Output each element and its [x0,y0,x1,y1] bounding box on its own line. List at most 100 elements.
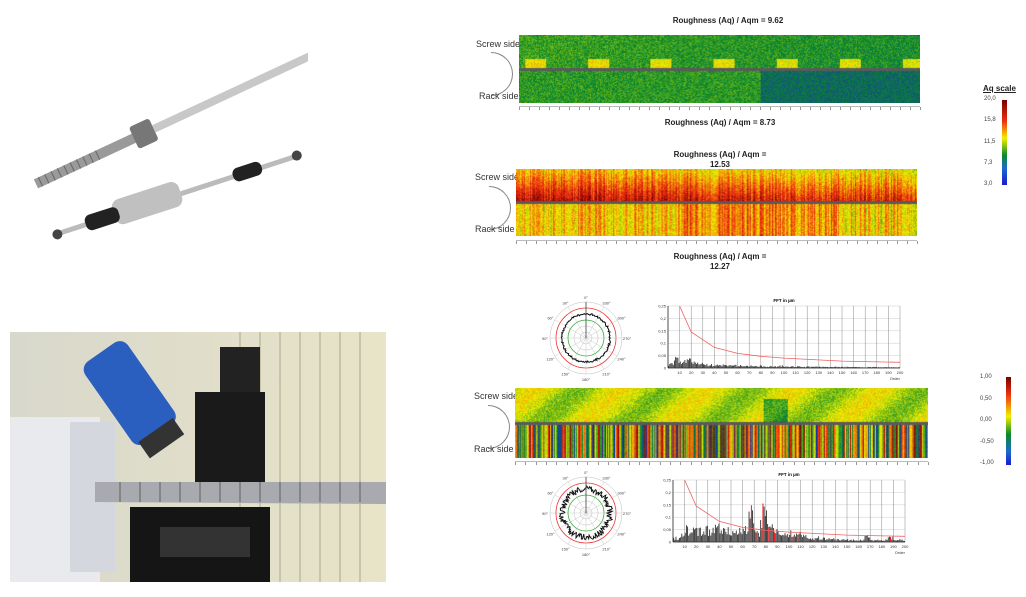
fft-bar [881,367,883,368]
fft-xtick-label: 150 [844,544,851,549]
axis-tick [519,107,520,110]
fft-xtick-label: 130 [820,544,827,549]
axis-tick [556,462,558,465]
polar-angle-label: 210° [602,547,611,552]
fft-xtick-label: 90 [770,370,775,375]
axis-tick [826,241,828,244]
fft-bar [791,366,793,368]
fft-bar [701,362,703,368]
fft-bar [789,534,791,542]
fft-bar [872,540,874,542]
fft-bar [682,362,684,368]
axis-tick [897,462,899,465]
axis-tick [546,241,548,244]
polar-angle-label: 330° [602,300,611,305]
fft-xtick-label: 200 [897,370,904,375]
fft-bar [675,356,677,368]
axis-tick [879,107,881,110]
fft-bar [833,538,835,542]
axis-tick [731,462,733,465]
axis-tick [586,241,588,244]
fft-bar [703,531,705,542]
fft-bar [848,367,849,368]
scale-tick-label: 11,5 [984,138,996,145]
polar-spoke [567,306,587,339]
fft-bar [879,367,881,368]
fft-bar [864,536,866,542]
axis-tick [876,241,878,244]
fft-bar [749,518,751,542]
fft-bar [835,540,837,542]
polar-spoke [585,512,605,545]
fft-xtick-label: 110 [792,370,799,375]
fft-bar [751,366,753,368]
axis-tick [752,462,754,465]
fft-bar [689,533,691,542]
fft-bar [685,362,687,368]
fft-xtick-label: 70 [752,544,757,549]
fft-bar [880,367,882,368]
axis-tick [896,241,898,244]
axis-tick [783,462,785,465]
fft-bar [745,365,747,368]
polar-angle-label: 0° [584,295,588,300]
fft-bar [727,366,729,368]
heatmap3-canvas [515,388,928,458]
fft-bar [793,534,795,542]
axis-tick [796,241,798,244]
fft-bar [857,540,859,542]
fft-bar [853,366,855,368]
fft-bar [697,362,699,368]
fft-bar [754,366,755,368]
axis-tick [616,241,618,244]
polar-angle-label: 210° [602,372,611,377]
fft-bar [898,540,900,542]
fft-bar [680,364,682,368]
polar-spoke [554,494,587,514]
fft-bar [724,528,726,542]
fft-bar [689,358,690,368]
fft-bar [745,525,747,542]
fft-bar [784,366,786,368]
fft-bar [684,532,686,542]
scale-tick-label: 0,50 [980,395,992,402]
fft-xtick-label: 10 [682,544,687,549]
deviation-scale-bar [1006,377,1011,465]
heatmap1-arc [491,52,513,96]
heatmap2-canvas [516,169,917,236]
axis-tick [869,107,871,110]
fft-xtick-label: 100 [786,544,793,549]
fft-bar [832,539,834,542]
fft-bar [676,357,678,368]
fft-bar [736,366,738,368]
fft-bar [694,529,695,542]
fft-bar [856,540,858,542]
fft-bar [688,535,690,542]
fft-bar [814,366,816,368]
fft-bar [813,539,815,542]
fft-bar [753,523,755,542]
polar-angle-label: 240° [617,357,626,362]
fft-bar [808,539,810,542]
fft-bar [728,365,730,368]
fft-bar [725,531,727,542]
fft-xtick-label: 40 [712,370,717,375]
fft-bar [799,366,801,368]
fft-bar [841,366,842,368]
fft-xtick-label: 190 [885,370,892,375]
fft-bar [709,365,711,368]
fft-bar [899,539,901,542]
fft-bar [880,540,882,542]
axis-tick [525,462,527,465]
fft-bar [720,365,722,368]
fft-bar [692,363,694,368]
fft-bar [812,538,814,542]
fft-bar [763,366,765,368]
fft-xtick-label: 30 [706,544,711,549]
axis-tick [779,107,781,110]
fft-bar [750,365,752,368]
fft-bar [710,535,712,542]
axis-tick [866,462,868,465]
fft-bar [673,537,675,542]
fft-bar [835,366,837,368]
